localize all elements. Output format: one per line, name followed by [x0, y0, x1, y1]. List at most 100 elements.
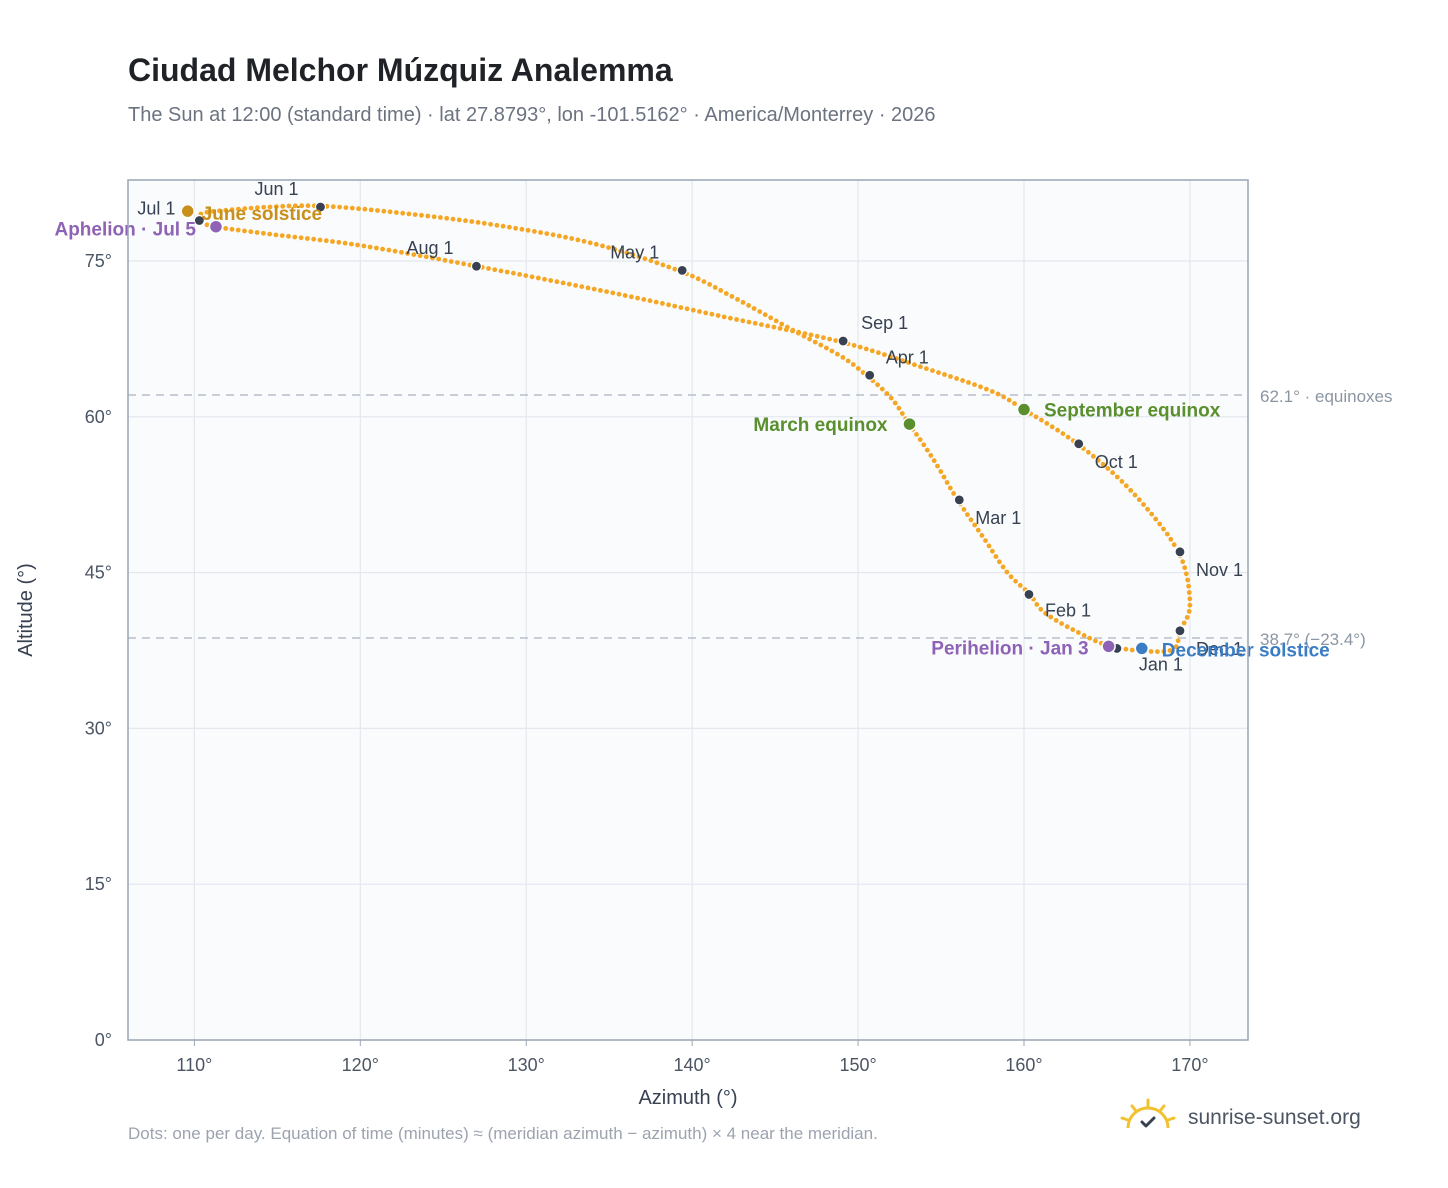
- daily-sun-dot: [542, 276, 547, 282]
- daily-sun-dot: [1187, 602, 1193, 608]
- daily-sun-dot: [715, 313, 721, 318]
- daily-sun-dot: [405, 251, 410, 256]
- daily-sun-dot: [1055, 427, 1060, 433]
- daily-sun-dot: [267, 204, 273, 210]
- daily-sun-dot: [1048, 614, 1054, 620]
- daily-sun-dot: [475, 220, 481, 225]
- daily-sun-dot: [504, 269, 510, 275]
- daily-sun-dot: [255, 205, 260, 211]
- daily-sun-dot: [500, 223, 506, 229]
- daily-sun-dot: [860, 370, 866, 375]
- daily-sun-dot: [1006, 397, 1012, 403]
- daily-sun-dot: [1095, 457, 1101, 463]
- daily-sun-dot: [598, 288, 603, 293]
- daily-sun-dot: [912, 362, 917, 368]
- daily-sun-dot: [814, 333, 820, 339]
- daily-sun-dot: [425, 213, 431, 219]
- daily-sun-dot: [1086, 449, 1091, 455]
- daily-sun-dot: [684, 306, 690, 312]
- daily-sun-dot: [855, 366, 861, 371]
- month-label: Sep 1: [861, 313, 908, 333]
- daily-sun-dot: [989, 389, 995, 394]
- daily-sun-dot: [888, 395, 894, 401]
- daily-sun-dot: [1087, 635, 1093, 641]
- daily-sun-dot: [1183, 571, 1189, 577]
- daily-sun-dot: [1184, 615, 1190, 620]
- daily-sun-dot: [254, 230, 260, 235]
- daily-sun-dot: [236, 206, 241, 212]
- event-label: June solstice: [202, 204, 322, 225]
- daily-sun-dot: [1053, 618, 1059, 623]
- daily-sun-dot: [248, 205, 254, 211]
- daily-sun-dot: [835, 351, 840, 357]
- daily-sun-dot: [896, 405, 902, 411]
- daily-sun-dot: [261, 204, 267, 210]
- daily-sun-dot: [660, 301, 665, 306]
- daily-sun-dot: [406, 211, 412, 217]
- daily-sun-dot: [498, 268, 504, 274]
- month-label: Jan 1: [1139, 654, 1183, 674]
- daily-sun-dot: [635, 295, 640, 301]
- daily-sun-dot: [374, 245, 379, 251]
- daily-sun-dot: [367, 244, 373, 250]
- chart-title: Ciudad Melchor Múzquiz Analemma: [128, 52, 673, 88]
- daily-sun-dot: [1065, 434, 1071, 440]
- daily-sun-dot: [1070, 627, 1076, 632]
- daily-sun-dot: [990, 548, 995, 554]
- daily-sun-dot: [305, 203, 311, 209]
- daily-sun-dot: [968, 517, 974, 523]
- month-marker: [837, 335, 849, 347]
- daily-sun-dot: [666, 264, 672, 270]
- reference-line-label: 62.1° · equinoxes: [1260, 387, 1393, 406]
- daily-sun-dot: [690, 273, 695, 279]
- daily-sun-dot: [210, 209, 216, 214]
- event-label: Perihelion · Jan 3: [931, 638, 1088, 659]
- x-tick-label: 110°: [176, 1055, 212, 1075]
- daily-sun-dot: [563, 234, 568, 240]
- daily-sun-dot: [824, 345, 829, 351]
- daily-sun-dot: [1168, 536, 1174, 542]
- x-axis-label: Azimuth (°): [638, 1087, 737, 1109]
- daily-sun-dot: [330, 204, 336, 210]
- daily-sun-dot: [456, 217, 462, 223]
- y-tick-label: 30°: [85, 718, 112, 738]
- daily-sun-dot: [695, 276, 701, 282]
- daily-sun-dot: [690, 307, 696, 313]
- daily-sun-dot: [1001, 394, 1007, 400]
- daily-sun-dot: [204, 222, 210, 228]
- daily-sun-dot: [423, 254, 429, 260]
- daily-sun-dot: [538, 230, 543, 235]
- daily-sun-dot: [486, 266, 491, 271]
- daily-sun-dot: [979, 533, 985, 538]
- daily-sun-dot: [942, 372, 947, 377]
- daily-sun-dot: [612, 246, 618, 252]
- daily-sun-dot: [941, 474, 947, 480]
- daily-sun-dot: [827, 336, 832, 342]
- daily-sun-dot: [235, 227, 241, 233]
- daily-sun-dot: [450, 216, 456, 222]
- daily-sun-dot: [906, 360, 911, 365]
- daily-sun-dot: [672, 266, 678, 272]
- plot-area: [128, 180, 1248, 1040]
- daily-sun-dot: [242, 206, 248, 212]
- event-markers: March equinox September equinox June solst…: [54, 203, 1330, 661]
- daily-sun-dot: [672, 303, 678, 309]
- daily-sun-dot: [654, 260, 660, 266]
- daily-sun-dot: [400, 210, 406, 216]
- daily-sun-dot: [1173, 644, 1179, 650]
- daily-sun-dot: [519, 226, 525, 232]
- chart-subtitle: The Sun at 12:00 (standard time) · lat 2…: [128, 104, 936, 126]
- daily-sun-dot: [229, 226, 235, 232]
- daily-sun-dot: [554, 279, 560, 285]
- daily-sun-dot: [779, 321, 785, 327]
- daily-sun-dot: [965, 512, 970, 517]
- daily-sun-dot: [581, 238, 587, 244]
- brand[interactable]: sunrise-sunset.org: [1120, 1098, 1361, 1137]
- daily-sun-dot: [1187, 596, 1193, 602]
- y-tick-label: 75°: [85, 251, 112, 271]
- daily-sun-dot: [525, 227, 531, 233]
- daily-sun-dot: [1157, 521, 1163, 527]
- grid: [128, 180, 1248, 1040]
- daily-sun-dot: [888, 354, 893, 359]
- daily-sun-dot: [523, 273, 529, 278]
